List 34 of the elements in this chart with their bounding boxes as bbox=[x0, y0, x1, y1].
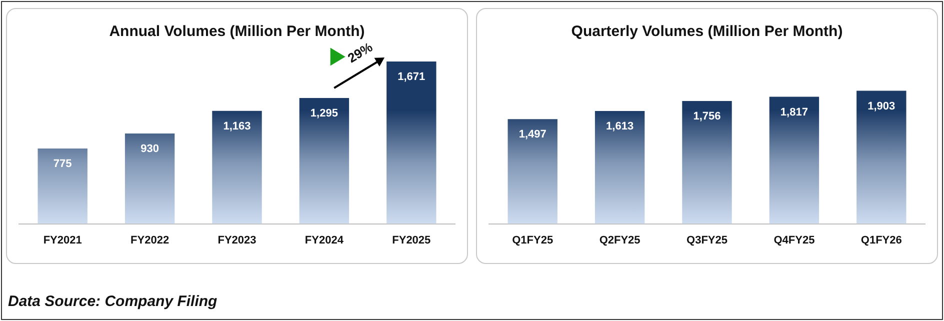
x-tick-label: FY2024 bbox=[304, 234, 344, 246]
bar bbox=[682, 101, 732, 224]
data-label: 1,756 bbox=[693, 110, 721, 123]
chart-title: Quarterly Volumes (Million Per Month) bbox=[570, 23, 844, 40]
x-tick-label: Q4FY25 bbox=[774, 234, 815, 246]
bar bbox=[856, 90, 906, 224]
data-label: 775 bbox=[53, 158, 72, 170]
data-label: 1,163 bbox=[223, 120, 251, 132]
bar bbox=[508, 119, 558, 224]
annotation: 29% bbox=[345, 39, 376, 66]
x-tick-label: FY2021 bbox=[43, 234, 82, 246]
x-tick-label: FY2025 bbox=[392, 234, 431, 246]
bar bbox=[386, 62, 436, 224]
bar bbox=[38, 148, 88, 224]
x-tick-label: Q1FY26 bbox=[860, 234, 902, 246]
bar bbox=[594, 111, 645, 224]
data-label: 1,497 bbox=[518, 128, 546, 141]
data-label: 1,903 bbox=[868, 100, 896, 112]
source-note: Data Source: Company Filing bbox=[8, 293, 218, 310]
bar bbox=[299, 98, 350, 224]
data-label: 1,671 bbox=[398, 71, 426, 84]
x-tick-label: Q1FY25 bbox=[512, 234, 554, 246]
bar bbox=[124, 133, 175, 224]
x-tick-label: Q2FY25 bbox=[599, 234, 640, 246]
x-tick-label: FY2022 bbox=[130, 234, 170, 246]
data-label: 1,295 bbox=[310, 108, 338, 120]
chart-title: Annual Volumes (Million Per Month) bbox=[108, 23, 366, 40]
x-tick-label: Q3FY25 bbox=[686, 234, 728, 246]
data-label: 930 bbox=[140, 143, 159, 156]
data-label: 1,613 bbox=[606, 120, 634, 133]
bar bbox=[769, 96, 820, 224]
x-tick-label: FY2023 bbox=[218, 234, 256, 246]
bar bbox=[212, 110, 262, 224]
data-label: 1,817 bbox=[780, 106, 808, 118]
